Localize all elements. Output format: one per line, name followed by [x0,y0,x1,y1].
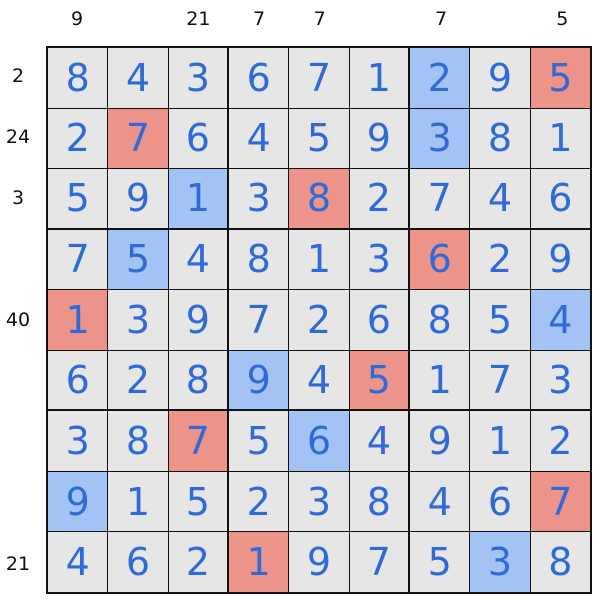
cell-r5c1[interactable]: 1 [48,290,108,350]
cell-r2c1[interactable]: 2 [48,108,108,169]
cell-r4c2[interactable]: 5 [108,229,168,290]
cell-r8c5[interactable]: 3 [289,471,349,532]
cell-r3c2[interactable]: 9 [108,169,168,228]
cell-r7c7[interactable]: 9 [409,411,470,471]
cell-r9c7[interactable]: 5 [409,532,470,592]
cell-r6c8[interactable]: 7 [470,350,530,410]
cell-r8c8[interactable]: 6 [470,471,530,532]
cell-r2c8[interactable]: 8 [470,108,530,169]
cell-r5c7[interactable]: 8 [409,290,470,350]
cell-r1c2[interactable]: 4 [108,48,168,108]
cell-r1c4[interactable]: 6 [228,48,289,108]
cell-r6c2[interactable]: 2 [108,350,168,410]
cell-r4c9[interactable]: 9 [530,229,590,290]
cell-r2c6[interactable]: 9 [349,108,408,169]
cell-r7c5[interactable]: 6 [289,411,349,471]
cell-r6c6[interactable]: 5 [349,350,408,410]
column-clue: 21 [186,8,211,30]
cell-r7c1[interactable]: 3 [48,411,108,471]
cell-r6c4[interactable]: 9 [228,350,289,410]
column-clue: 7 [313,8,326,30]
cell-r7c6[interactable]: 4 [349,411,408,471]
cell-r4c4[interactable]: 8 [228,229,289,290]
cell-r9c3[interactable]: 2 [168,532,227,592]
cell-r7c3[interactable]: 7 [168,411,227,471]
cell-r5c8[interactable]: 5 [470,290,530,350]
cell-r8c2[interactable]: 1 [108,471,168,532]
cell-r5c3[interactable]: 9 [168,290,227,350]
cell-r8c3[interactable]: 5 [168,471,227,532]
cell-r1c3[interactable]: 3 [168,48,227,108]
cell-r7c8[interactable]: 1 [470,411,530,471]
cell-r3c8[interactable]: 4 [470,169,530,228]
cell-r9c6[interactable]: 7 [349,532,408,592]
cell-r6c1[interactable]: 6 [48,350,108,410]
row-clue: 24 [5,126,31,149]
cell-r2c3[interactable]: 6 [168,108,227,169]
cell-r2c5[interactable]: 5 [289,108,349,169]
column-clue: 5 [556,8,569,30]
cell-r6c3[interactable]: 8 [168,350,227,410]
cell-r3c5[interactable]: 8 [289,169,349,228]
cell-r3c3[interactable]: 1 [168,169,227,228]
cell-r1c9[interactable]: 5 [530,48,590,108]
cell-r9c9[interactable]: 8 [530,532,590,592]
cell-r3c4[interactable]: 3 [228,169,289,228]
cell-r4c3[interactable]: 4 [168,229,227,290]
cell-r4c5[interactable]: 1 [289,229,349,290]
cell-r3c1[interactable]: 5 [48,169,108,228]
cell-r1c6[interactable]: 1 [349,48,408,108]
cell-r9c2[interactable]: 6 [108,532,168,592]
cell-r9c5[interactable]: 9 [289,532,349,592]
cell-r6c7[interactable]: 1 [409,350,470,410]
cell-r3c9[interactable]: 6 [530,169,590,228]
cell-r3c7[interactable]: 7 [409,169,470,228]
cell-r8c6[interactable]: 8 [349,471,408,532]
cell-r8c4[interactable]: 2 [228,471,289,532]
cell-r7c9[interactable]: 2 [530,411,590,471]
column-clue: 9 [70,8,84,30]
cell-r2c4[interactable]: 4 [228,108,289,169]
cell-r2c2[interactable]: 7 [108,108,168,169]
row-clue: 21 [5,552,31,575]
cell-r5c5[interactable]: 2 [289,290,349,350]
cell-r8c9[interactable]: 7 [530,471,590,532]
cell-r5c2[interactable]: 3 [108,290,168,350]
cell-r9c1[interactable]: 4 [48,532,108,592]
cell-r6c9[interactable]: 3 [530,350,590,410]
cell-r7c4[interactable]: 5 [228,411,289,471]
row-clue: 2 [11,65,25,88]
row-clue: 3 [11,187,25,210]
column-clue: 7 [434,8,448,30]
cell-r4c1[interactable]: 7 [48,229,108,290]
row-clue: 40 [5,309,31,331]
cell-r6c5[interactable]: 4 [289,350,349,410]
cell-r5c4[interactable]: 7 [228,290,289,350]
cell-r9c8[interactable]: 3 [470,532,530,592]
cell-r2c7[interactable]: 3 [409,108,470,169]
cell-r5c9[interactable]: 4 [530,290,590,350]
cell-r1c5[interactable]: 7 [289,48,349,108]
cell-r9c4[interactable]: 1 [228,532,289,592]
cell-r1c8[interactable]: 9 [470,48,530,108]
column-clue: 7 [252,8,266,30]
cell-r4c7[interactable]: 6 [409,229,470,290]
cell-r7c2[interactable]: 8 [108,411,168,471]
cell-r5c6[interactable]: 6 [349,290,408,350]
cell-r2c9[interactable]: 1 [530,108,590,169]
cell-r3c6[interactable]: 2 [349,169,408,228]
cell-r1c1[interactable]: 8 [48,48,108,108]
cell-r1c7[interactable]: 2 [409,48,470,108]
cell-r8c1[interactable]: 9 [48,471,108,532]
cell-r4c8[interactable]: 2 [470,229,530,290]
cell-r4c6[interactable]: 3 [349,229,408,290]
cell-r8c7[interactable]: 4 [409,471,470,532]
